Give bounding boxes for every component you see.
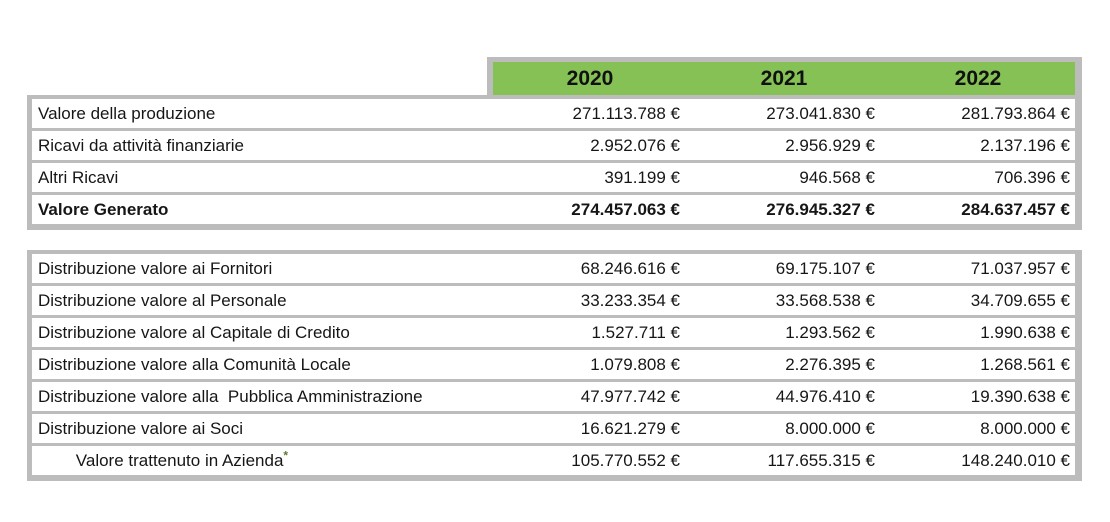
row-label: Distribuzione valore alla Pubblica Ammin… (38, 386, 423, 406)
table-row: Distribuzione valore alla Pubblica Ammin… (32, 382, 1075, 411)
table-row: Valore della produzione 271.113.788 € 27… (32, 99, 1075, 128)
row-value-2020: 68.246.616 € (580, 258, 680, 278)
row-value-2022: 1.268.561 € (980, 354, 1070, 374)
row-label: Valore trattenuto in Azienda* (32, 431, 490, 491)
row-value-2020: 33.233.354 € (580, 290, 680, 310)
row-value-2020: 1.079.808 € (590, 354, 680, 374)
row-value-2021: 2.276.395 € (785, 354, 875, 374)
table-row: Distribuzione valore ai Fornitori 68.246… (32, 254, 1075, 283)
year-column-header-2020: 2020 (566, 66, 614, 90)
row-value-2022: 1.990.638 € (980, 322, 1070, 342)
table-row: Altri Ricavi 391.199 € 946.568 € 706.396… (32, 163, 1075, 192)
row-value-2020: 105.770.552 € (571, 450, 680, 470)
row-label: Altri Ricavi (38, 167, 119, 187)
row-value-2021: 8.000.000 € (785, 418, 875, 438)
year-column-header-2021: 2021 (760, 66, 808, 90)
year-header-bar: 2020 2021 2022 (493, 62, 1075, 95)
row-value-2021: 946.568 € (799, 167, 875, 187)
value-distribution-section: Distribuzione valore ai Fornitori 68.246… (27, 250, 1082, 481)
row-value-2021: 276.945.327 € (766, 199, 875, 219)
row-value-2022: 281.793.864 € (961, 103, 1070, 123)
row-value-2022: 71.037.957 € (970, 258, 1070, 278)
row-value-2021: 69.175.107 € (775, 258, 875, 278)
table-row: Distribuzione valore ai Soci 16.621.279 … (32, 414, 1075, 443)
row-value-2020: 274.457.063 € (571, 199, 680, 219)
table-row: Ricavi da attività finanziarie 2.952.076… (32, 131, 1075, 160)
row-value-2021: 1.293.562 € (785, 322, 875, 342)
footnote-asterisk: * (283, 447, 289, 462)
value-generated-section: Valore della produzione 271.113.788 € 27… (27, 95, 1082, 230)
row-value-2020: 391.199 € (604, 167, 680, 187)
row-value-2022: 148.240.010 € (961, 450, 1070, 470)
row-value-2022: 8.000.000 € (980, 418, 1070, 438)
row-value-2021: 33.568.538 € (775, 290, 875, 310)
row-label: Ricavi da attività finanziarie (38, 135, 244, 155)
table-row-total: Valore Generato 274.457.063 € 276.945.32… (32, 195, 1075, 224)
row-value-2021: 44.976.410 € (775, 386, 875, 406)
row-label: Distribuzione valore ai Fornitori (38, 258, 273, 278)
row-value-2020: 2.952.076 € (590, 135, 680, 155)
row-label: Distribuzione valore alla Comunità Local… (38, 354, 351, 374)
row-value-2021: 117.655.315 € (767, 450, 875, 470)
row-value-2021: 2.956.929 € (785, 135, 875, 155)
table-row: Distribuzione valore al Capitale di Cred… (32, 318, 1075, 347)
row-label: Distribuzione valore ai Soci (38, 418, 244, 438)
row-value-2022: 19.390.638 € (970, 386, 1070, 406)
row-label-text: Valore trattenuto in Azienda (75, 450, 284, 470)
row-value-2021: 273.041.830 € (766, 103, 875, 123)
row-value-2022: 2.137.196 € (980, 135, 1070, 155)
table-row: Distribuzione valore alla Comunità Local… (32, 350, 1075, 379)
row-value-2020: 271.113.788 € (572, 103, 680, 123)
row-value-2022: 34.709.655 € (970, 290, 1070, 310)
row-label: Distribuzione valore al Capitale di Cred… (38, 322, 350, 342)
year-header-row: 2020 2021 2022 (487, 57, 1082, 95)
year-column-header-2022: 2022 (954, 66, 1002, 90)
row-label: Valore della produzione (38, 103, 216, 123)
table-row-retained-value: Valore trattenuto in Azienda* 105.770.55… (32, 446, 1075, 475)
row-value-2022: 706.396 € (994, 167, 1070, 187)
row-value-2022: 284.637.457 € (961, 199, 1070, 219)
row-value-2020: 16.621.279 € (580, 418, 680, 438)
row-value-2020: 1.527.711 € (591, 322, 680, 342)
table-row: Distribuzione valore al Personale 33.233… (32, 286, 1075, 315)
row-label: Valore Generato (38, 199, 169, 219)
row-label: Distribuzione valore al Personale (38, 290, 287, 310)
row-value-2020: 47.977.742 € (580, 386, 680, 406)
